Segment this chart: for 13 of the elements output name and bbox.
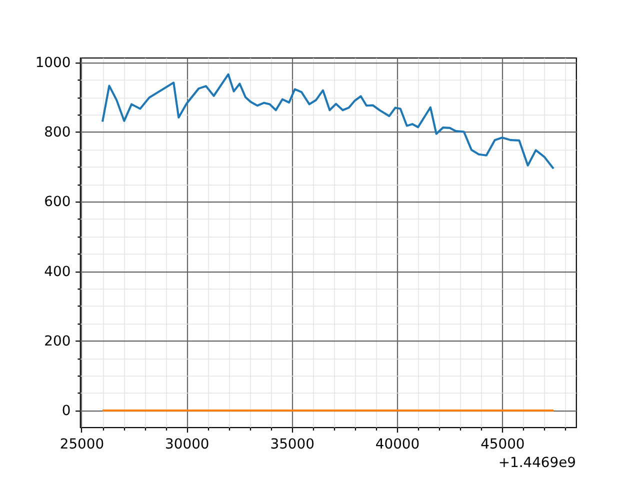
text: +1.4469e9: [498, 455, 576, 472]
y-tick-label: 400: [44, 264, 71, 280]
y-tick-label: 200: [44, 333, 71, 350]
x-tick-label: 45000: [480, 436, 525, 452]
y-tick-label: 800: [44, 124, 71, 141]
y-tick-label: 0: [62, 402, 71, 419]
x-tick-label: 30000: [165, 436, 210, 452]
y-tick-label: 600: [44, 194, 71, 210]
x-tick-label: 25000: [60, 436, 104, 452]
y-tick-label: 1000: [35, 54, 71, 71]
x-tick-label: 40000: [375, 436, 420, 452]
line-series: [101, 73, 555, 170]
x-tick-label: 35000: [270, 436, 314, 452]
